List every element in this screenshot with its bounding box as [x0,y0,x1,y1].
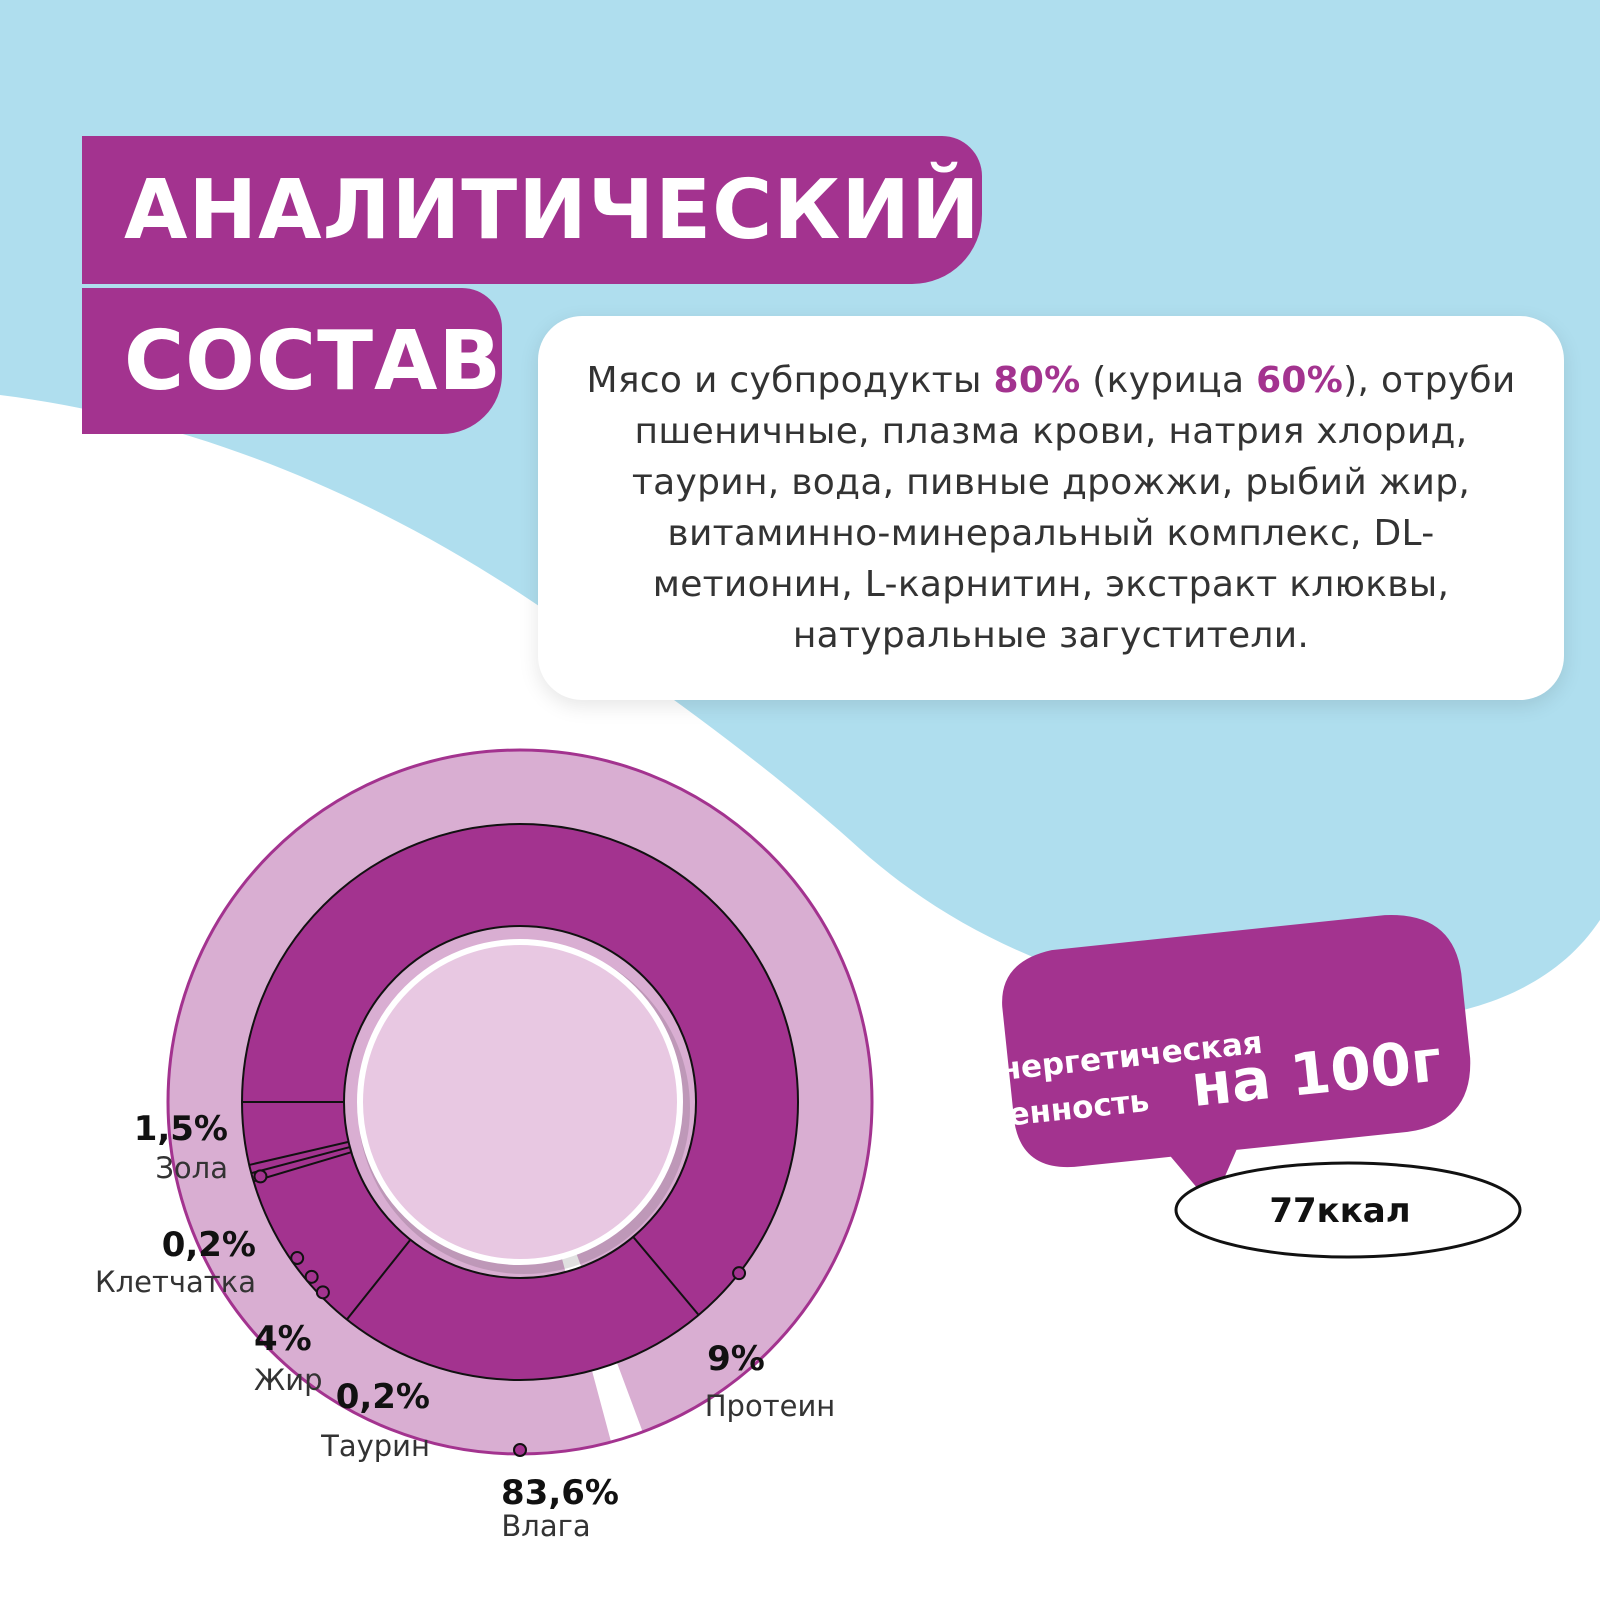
label-name-vlaga: Влага [501,1509,590,1543]
label-value-taurin: 0,2% [336,1377,430,1417]
label-value-zhir: 4% [254,1319,312,1359]
inner-ring [240,823,800,1381]
label-name-zola: Зола [155,1151,228,1185]
marker-таурин [304,1269,319,1284]
marker-протеин [732,1266,747,1281]
segment-markers [253,1169,747,1457]
marker-жир [315,1285,330,1300]
label-name-taurin: Таурин [320,1429,430,1463]
inner-divider-3 [251,1146,351,1175]
marker-клетчатка [290,1251,305,1266]
inner-annulus [240,823,800,1381]
inner-divider-1 [346,1239,412,1321]
title-line-1: АНАЛИТИЧЕСКИЙ [82,136,982,284]
title-line-1-text: АНАЛИТИЧЕСКИЙ [124,162,981,258]
marker-влага [513,1443,527,1457]
inner-disc [357,939,690,1274]
composition-text-part1: Мясо и субпродукты [586,360,994,401]
label-name-kletchatka: Клетчатка [95,1265,256,1299]
composition-text-part2: (курица [1080,360,1257,401]
inner-disc-fill [357,939,683,1265]
label-name-protein: Протеин [705,1389,836,1423]
marker-зола [253,1169,268,1184]
composition-card: Мясо и субпродукты 80% (курица 60%), отр… [538,316,1564,700]
label-value-vlaga: 83,6% [501,1473,619,1513]
inner-divider-4 [248,1140,349,1166]
meat-percent: 80% [993,360,1081,401]
label-value-protein: 9% [707,1339,765,1379]
inner-divider-0 [632,1236,700,1316]
title-line-2-text: СОСТАВ [124,313,502,409]
chicken-percent: 60% [1256,360,1344,401]
label-value-kletchatka: 0,2% [162,1225,256,1265]
inner-divider-2 [253,1151,352,1183]
title-line-2: СОСТАВ [82,288,502,434]
label-name-zhir: Жир [254,1363,323,1397]
composition-text-part3: ), отруби пшеничные, плазма крови, натри… [631,360,1516,656]
composition-text: Мясо и субпродукты 80% (курица 60%), отр… [568,355,1534,661]
label-value-zola: 1,5% [134,1109,228,1149]
segment-labels: 1,5% Зола 0,2% Клетчатка 4% Жир 0,2% Тау… [95,1109,835,1543]
